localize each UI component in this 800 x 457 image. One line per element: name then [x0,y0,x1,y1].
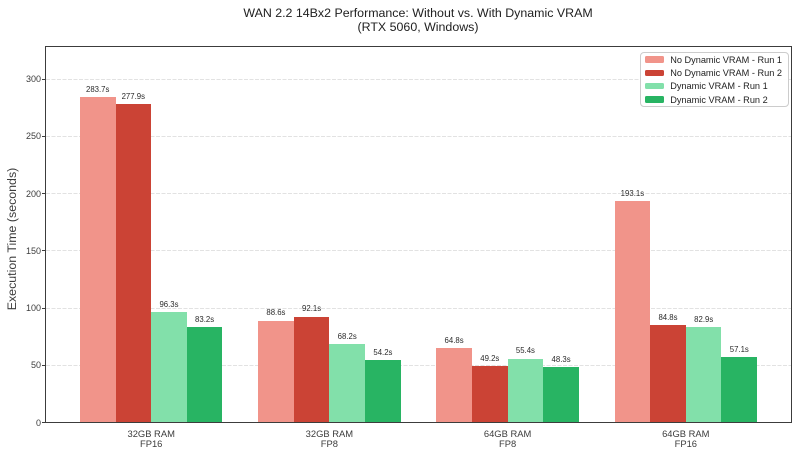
bar-value-label: 84.8s [658,312,678,322]
legend-swatch [644,69,664,77]
y-tick-label: 50 [30,360,41,371]
bar-dynamic-vram-run-1-g2 [508,358,543,422]
bar-no-dynamic-vram-run-2-g2 [472,365,508,422]
bar-dynamic-vram-run-2-g3 [721,356,757,422]
x-tick-label: 32GB RAM FP8 [305,428,354,449]
y-tick-label: 100 [25,303,41,314]
legend-item: Dynamic VRAM - Run 1 [644,80,782,93]
chart-subtitle: (RTX 5060, Windows) [357,20,479,34]
y-tick-mark [42,307,45,309]
y-tick-label: 150 [25,245,41,256]
y-tick-mark [42,364,45,366]
legend-label: No Dynamic VRAM - Run 1 [670,54,782,65]
gridline [46,135,791,137]
x-tick-label: 32GB RAM FP16 [127,428,175,449]
legend-item: No Dynamic VRAM - Run 1 [644,53,782,66]
legend-swatch [644,82,664,90]
gridline [46,250,791,252]
y-tick-label: 250 [25,131,41,142]
bar-dynamic-vram-run-1-g0 [151,311,187,422]
bar-dynamic-vram-run-2-g0 [187,326,222,422]
legend-swatch [644,56,664,63]
y-tick-label: 0 [35,417,41,428]
bar-value-label: 277.9s [121,91,146,101]
plot-area: 283.7s 88.6s 64.8s 193.1s 277.9s 92.1s 49.2s 84… [45,46,792,423]
bar-dynamic-vram-run-1-g3 [686,327,721,422]
bar-value-label: 54.2s [373,347,393,357]
bar-value-label: 55.4s [515,346,535,356]
y-tick-mark [42,422,45,423]
y-tick-label: 200 [25,188,41,199]
legend-label: Dynamic VRAM - Run 1 [670,81,768,92]
gridline [46,78,791,80]
bar-no-dynamic-vram-run-1-g0 [80,97,116,422]
gridline [46,193,791,195]
bar-value-label: 83.2s [195,314,215,324]
y-tick-mark [42,193,45,195]
gridline [46,307,791,309]
bar-no-dynamic-vram-run-1-g1 [258,320,294,422]
legend-item: Dynamic VRAM - Run 2 [644,93,782,106]
legend-label: No Dynamic VRAM - Run 2 [670,67,782,78]
bar-value-label: 96.3s [159,299,179,309]
y-tick-label: 300 [25,74,41,85]
legend-swatch [644,96,664,103]
bar-dynamic-vram-run-1-g1 [329,344,365,422]
legend-label: Dynamic VRAM - Run 2 [670,94,768,105]
bar-value-label: 88.6s [266,308,286,318]
bar-value-label: 64.8s [444,335,464,345]
bar-value-label: 48.3s [551,354,571,364]
bar-dynamic-vram-run-2-g1 [365,360,401,422]
bar-value-label: 82.9s [694,314,714,324]
bar-no-dynamic-vram-run-2-g3 [650,325,686,422]
y-tick-mark [42,135,45,137]
x-tick-label: 64GB RAM FP16 [662,428,710,449]
y-tick-mark [42,250,45,252]
chart-title: WAN 2.2 14Bx2 Performance: Without vs. W… [243,5,593,20]
bar-value-label: 57.1s [729,344,749,354]
bar-value-label: 68.2s [337,331,357,341]
bar-value-label: 49.2s [480,353,500,363]
bar-no-dynamic-vram-run-1-g2 [436,347,472,422]
bar-no-dynamic-vram-run-2-g0 [116,104,151,422]
bar-no-dynamic-vram-run-2-g1 [294,316,329,422]
bar-dynamic-vram-run-2-g2 [543,366,579,422]
legend: No Dynamic VRAM - Run 1 No Dynamic VRAM -… [639,52,789,108]
y-axis-label-text: Execution Time (seconds) [5,167,20,310]
x-tick-label: 64GB RAM FP8 [483,428,532,449]
bar-value-label: 193.1s [620,188,645,198]
bar-no-dynamic-vram-run-1-g3 [615,201,650,422]
title-block: WAN 2.2 14Bx2 Performance: Without vs. W… [45,6,791,35]
gridline [46,364,791,366]
legend-item: No Dynamic VRAM - Run 2 [644,66,782,79]
bar-value-label: 283.7s [85,85,110,95]
bar-value-label: 92.1s [302,304,322,314]
y-tick-mark [42,78,45,80]
